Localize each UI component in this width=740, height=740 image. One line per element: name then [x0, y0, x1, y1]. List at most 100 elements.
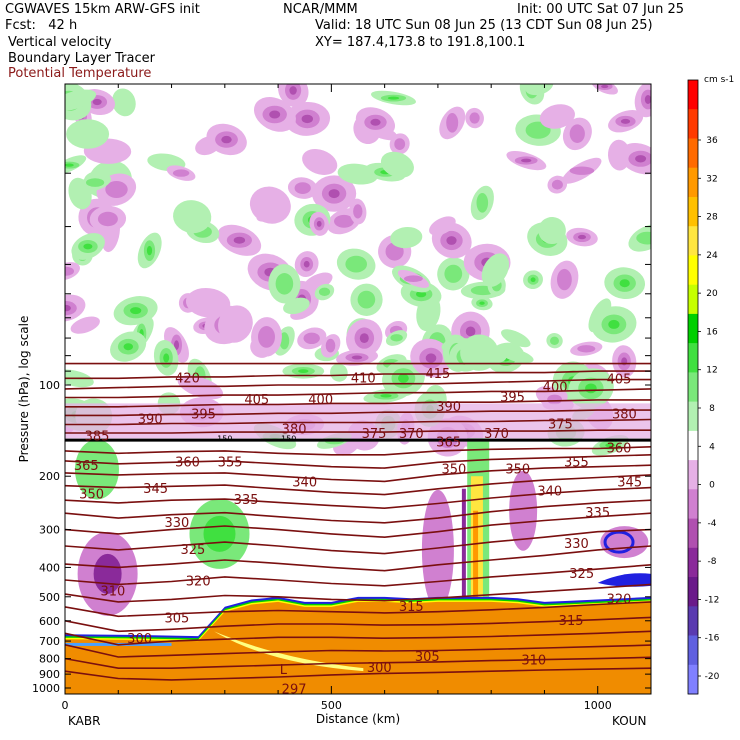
- vv-cell-core: [97, 211, 118, 227]
- vv-cell-core: [551, 179, 563, 190]
- theta-contour: [65, 499, 651, 524]
- theta-label: 405: [244, 393, 269, 408]
- downdraft-region: [509, 470, 538, 551]
- vv-cell: [525, 84, 554, 96]
- updraft-core: [203, 515, 236, 552]
- y-tick-label: 600: [39, 615, 60, 628]
- vv-cell-core: [86, 178, 105, 187]
- theta-contour: [65, 644, 651, 658]
- theta-label: 420: [175, 371, 200, 386]
- theta-label: 400: [308, 393, 333, 408]
- theta-label: 315: [559, 614, 584, 629]
- theta-label: 415: [425, 367, 450, 382]
- x-axis-title: Distance (km): [316, 712, 400, 726]
- vv-cell-peak: [521, 158, 532, 163]
- theta-label: 345: [143, 482, 168, 497]
- vv-cell-peak: [398, 373, 409, 383]
- theta-label: 320: [607, 592, 632, 607]
- vv-cell-peak: [605, 443, 616, 448]
- vv-cell-core: [476, 193, 489, 213]
- vv-cell-peak: [351, 355, 363, 360]
- colorbar-tick-label: 8: [709, 404, 715, 414]
- theta-label: 390: [138, 413, 163, 428]
- theta-label: 395: [191, 407, 216, 422]
- init-time: Init: 00 UTC Sat 07 Jun 25: [517, 2, 684, 17]
- theta-label: 305: [164, 612, 189, 627]
- colorbar-tick-label: 24: [706, 251, 718, 261]
- colorbar-tick-label: 16: [706, 327, 718, 337]
- updraft-region: [74, 439, 119, 500]
- theta-label: 380: [282, 422, 307, 437]
- theta-label: 365: [74, 459, 99, 474]
- center-label: NCAR/MMM: [283, 2, 358, 17]
- theta-label: 360: [607, 442, 632, 457]
- theta-contour: [65, 616, 651, 633]
- vv-cell-peak: [303, 260, 310, 268]
- vv-cell: [256, 198, 289, 222]
- vv-cell: [538, 217, 566, 245]
- vv-cell: [481, 253, 510, 287]
- vv-cell-core: [294, 182, 311, 195]
- theta-contour: [65, 418, 651, 426]
- vv-cell-peak: [608, 319, 620, 329]
- theta-label: 350: [441, 463, 466, 478]
- colorbar-swatch: [688, 664, 698, 695]
- colorbar-swatch: [688, 255, 698, 286]
- tropopause-label: 150: [281, 434, 296, 443]
- theta-contour: [65, 378, 651, 390]
- vv-cell-peak: [425, 353, 437, 363]
- colorbar-swatch: [688, 577, 698, 607]
- vv-cell: [330, 363, 348, 382]
- theta-label: 370: [399, 427, 424, 442]
- vv-cell-peak: [601, 84, 609, 89]
- vv-cell-core: [353, 204, 363, 219]
- vv-cell-core: [390, 334, 403, 342]
- vv-cell-core: [557, 268, 572, 291]
- y-tick-label: 700: [39, 635, 60, 648]
- vv-cell: [177, 375, 224, 400]
- vv-cell: [65, 89, 97, 112]
- colorbar-swatch: [688, 197, 698, 227]
- vv-cell: [185, 287, 231, 318]
- y-tick-label: 400: [39, 561, 60, 574]
- theta-label: 355: [218, 455, 243, 470]
- vv-cell: [390, 226, 423, 249]
- theta-contour: [65, 667, 651, 681]
- theta-contour: [65, 454, 651, 469]
- colorbar: 36 32 28 24 20 16 12 8 4 0 -4 -8 -12 -16 -20: [687, 79, 720, 695]
- colorbar-tick-label: 36: [706, 136, 718, 146]
- theta-contour: [65, 409, 651, 417]
- vv-cell-peak: [380, 394, 392, 398]
- colorbar-tick-label: -12: [705, 595, 720, 605]
- theta-label: 335: [585, 506, 610, 521]
- vv-cell-core: [325, 338, 336, 353]
- vv-cell-core: [105, 181, 128, 198]
- vv-cell-core: [345, 255, 368, 273]
- field-potential-temperature: Potential Temperature: [8, 66, 152, 81]
- theta-contour: [65, 528, 651, 555]
- theta-label: 360: [175, 455, 200, 470]
- theta-label: 350: [79, 488, 104, 503]
- theta-label: 380: [612, 407, 637, 422]
- vv-cell-core: [258, 326, 275, 348]
- y-tick-label: 500: [39, 591, 60, 604]
- colorbar-tick-label: -20: [705, 672, 720, 682]
- vv-cell-peak: [530, 277, 536, 283]
- right-station-label: KOUN: [612, 714, 646, 728]
- theta-label: 405: [607, 373, 632, 388]
- vv-cell-peak: [328, 189, 340, 199]
- surface-layer: [65, 688, 651, 694]
- vv-cell-peak: [83, 243, 93, 250]
- colorbar-swatch: [688, 313, 698, 344]
- colorbar-swatch: [688, 284, 698, 315]
- vv-cell: [499, 347, 534, 364]
- theta-label: 410: [351, 371, 376, 386]
- vv-cell-peak: [301, 114, 313, 124]
- colorbar-swatch: [688, 518, 698, 549]
- y-tick-label: 300: [39, 524, 60, 537]
- theta-label: 395: [500, 391, 525, 406]
- vv-cell-peak: [269, 110, 281, 119]
- forecast-hour: Fcst: 42 h: [5, 18, 78, 33]
- vv-cell-peak: [146, 245, 153, 256]
